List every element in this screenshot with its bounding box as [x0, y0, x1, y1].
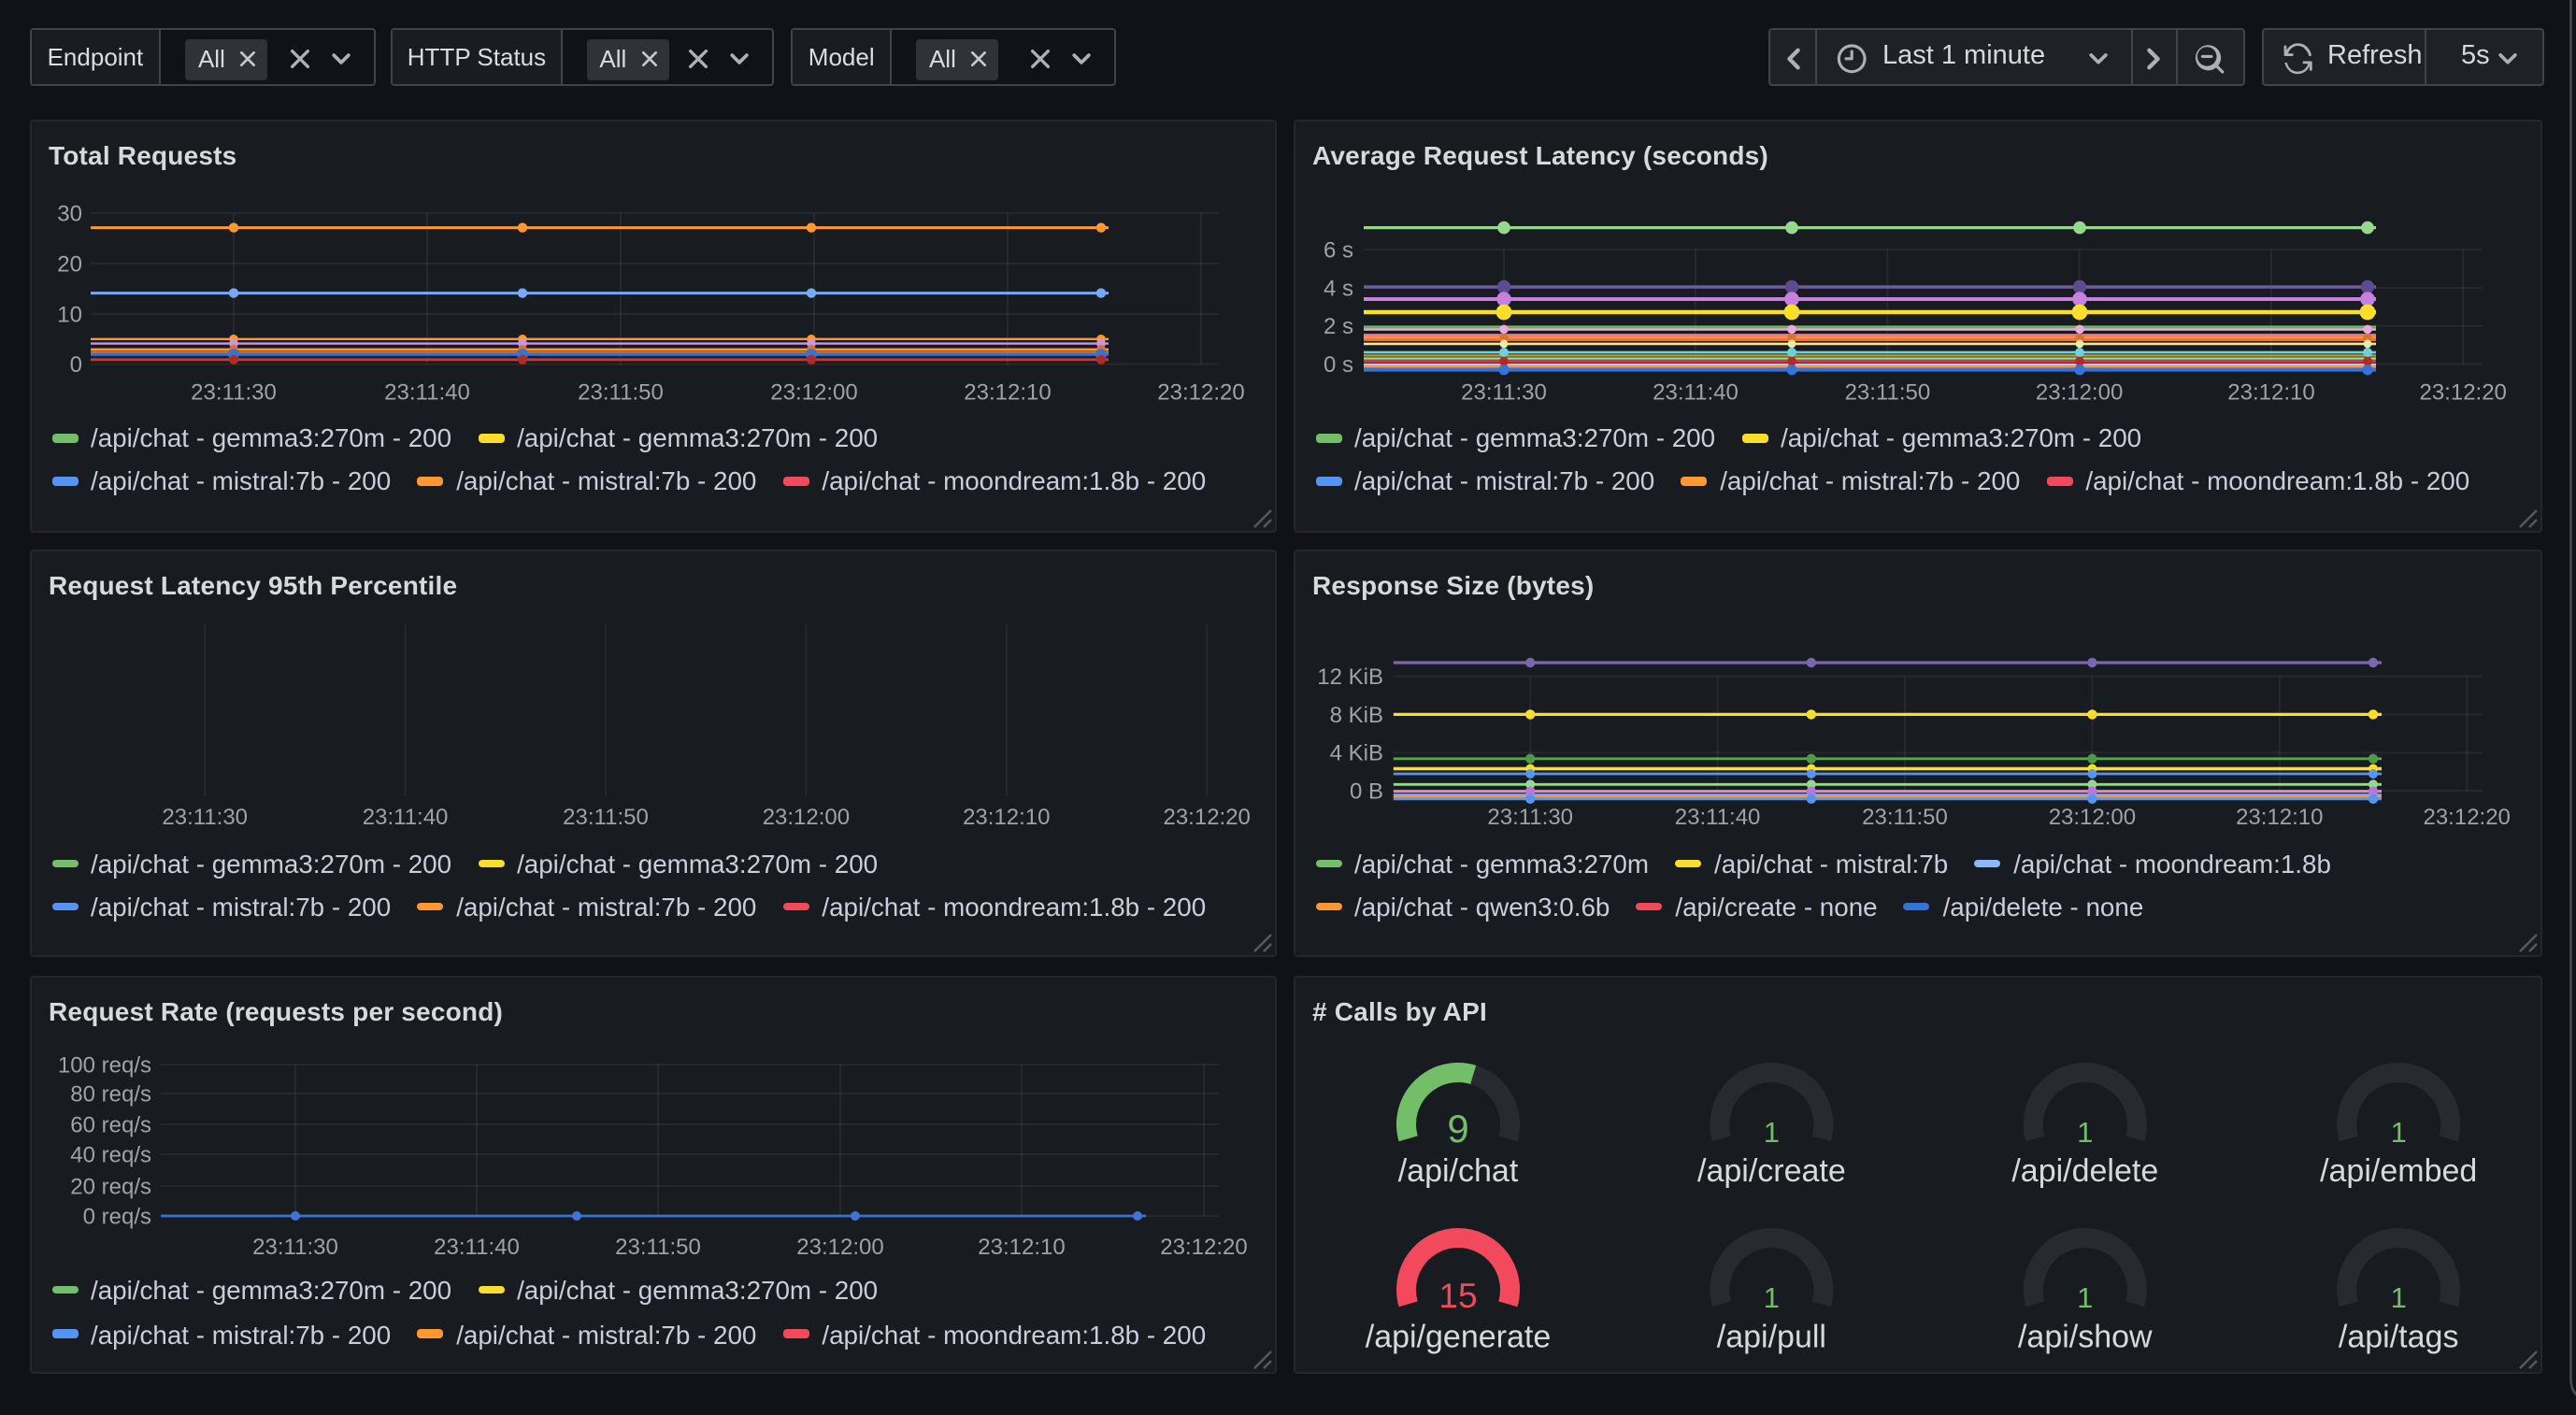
svg-text:/api/delete: /api/delete [2011, 1152, 2158, 1188]
svg-text:23:12:00: 23:12:00 [763, 805, 850, 830]
svg-text:23:12:10: 23:12:10 [2236, 805, 2323, 830]
svg-text:23:11:30: 23:11:30 [252, 1234, 338, 1259]
svg-text:80 req/s: 80 req/s [70, 1080, 151, 1106]
svg-text:23:11:40: 23:11:40 [1675, 805, 1761, 830]
svg-text:23:12:10: 23:12:10 [978, 1234, 1065, 1259]
svg-text:/api/embed: /api/embed [2320, 1152, 2477, 1188]
svg-text:1: 1 [1764, 1115, 1780, 1148]
svg-text:23:12:20: 23:12:20 [1163, 805, 1250, 830]
svg-text:23:12:00: 23:12:00 [2049, 805, 2136, 830]
svg-text:23:11:30: 23:11:30 [1461, 379, 1547, 405]
svg-text:23:11:50: 23:11:50 [563, 805, 649, 830]
svg-text:23:12:20: 23:12:20 [2419, 379, 2506, 405]
svg-text:23:11:40: 23:11:40 [1653, 379, 1739, 405]
svg-text:23:11:30: 23:11:30 [191, 379, 277, 405]
svg-text:/api/pull: /api/pull [1717, 1318, 1826, 1353]
svg-text:0 s: 0 s [1324, 352, 1353, 378]
svg-text:/api/show: /api/show [2018, 1318, 2153, 1353]
svg-text:23:12:20: 23:12:20 [1160, 1234, 1247, 1259]
svg-text:23:11:40: 23:11:40 [434, 1234, 520, 1259]
svg-text:1: 1 [2391, 1280, 2407, 1313]
svg-text:10: 10 [57, 302, 82, 327]
svg-text:23:11:30: 23:11:30 [1487, 805, 1573, 830]
svg-text:4 KiB: 4 KiB [1330, 741, 1383, 766]
svg-text:15: 15 [1438, 1276, 1477, 1314]
svg-text:0: 0 [70, 352, 82, 378]
svg-text:/api/chat: /api/chat [1398, 1152, 1519, 1188]
svg-text:/api/create: /api/create [1697, 1152, 1846, 1188]
svg-text:23:12:20: 23:12:20 [2423, 805, 2510, 830]
svg-text:23:11:40: 23:11:40 [384, 379, 470, 405]
svg-text:23:11:50: 23:11:50 [615, 1234, 701, 1259]
svg-text:1: 1 [2077, 1280, 2093, 1313]
svg-text:23:12:20: 23:12:20 [1157, 379, 1244, 405]
svg-text:23:12:00: 23:12:00 [770, 379, 857, 405]
svg-text:23:11:50: 23:11:50 [1845, 379, 1931, 405]
svg-text:30: 30 [57, 201, 82, 226]
svg-text:60 req/s: 60 req/s [70, 1111, 151, 1136]
svg-text:6 s: 6 s [1324, 237, 1353, 263]
svg-text:23:12:00: 23:12:00 [796, 1234, 883, 1259]
svg-text:40 req/s: 40 req/s [70, 1141, 151, 1166]
svg-text:12 KiB: 12 KiB [1317, 665, 1383, 690]
svg-text:1: 1 [2391, 1115, 2407, 1148]
svg-text:9: 9 [1447, 1106, 1468, 1150]
svg-text:20 req/s: 20 req/s [70, 1173, 151, 1198]
svg-text:23:11:30: 23:11:30 [162, 805, 248, 830]
svg-text:20: 20 [57, 251, 82, 277]
svg-text:/api/generate: /api/generate [1366, 1318, 1552, 1353]
svg-text:23:11:50: 23:11:50 [578, 379, 664, 405]
svg-text:23:12:10: 23:12:10 [2227, 379, 2314, 405]
svg-text:23:11:50: 23:11:50 [1862, 805, 1948, 830]
svg-text:0 B: 0 B [1350, 779, 1383, 804]
svg-text:100 req/s: 100 req/s [58, 1051, 151, 1077]
svg-text:0 req/s: 0 req/s [83, 1203, 151, 1228]
svg-text:8 KiB: 8 KiB [1330, 703, 1383, 728]
svg-text:23:12:10: 23:12:10 [963, 805, 1050, 830]
svg-text:1: 1 [2077, 1115, 2093, 1148]
svg-text:/api/tags: /api/tags [2339, 1318, 2459, 1353]
svg-text:23:12:10: 23:12:10 [964, 379, 1051, 405]
svg-text:23:11:40: 23:11:40 [363, 805, 449, 830]
svg-text:2 s: 2 s [1324, 314, 1353, 339]
svg-text:1: 1 [1764, 1280, 1780, 1313]
svg-text:23:12:00: 23:12:00 [2036, 379, 2123, 405]
svg-text:4 s: 4 s [1324, 276, 1353, 301]
